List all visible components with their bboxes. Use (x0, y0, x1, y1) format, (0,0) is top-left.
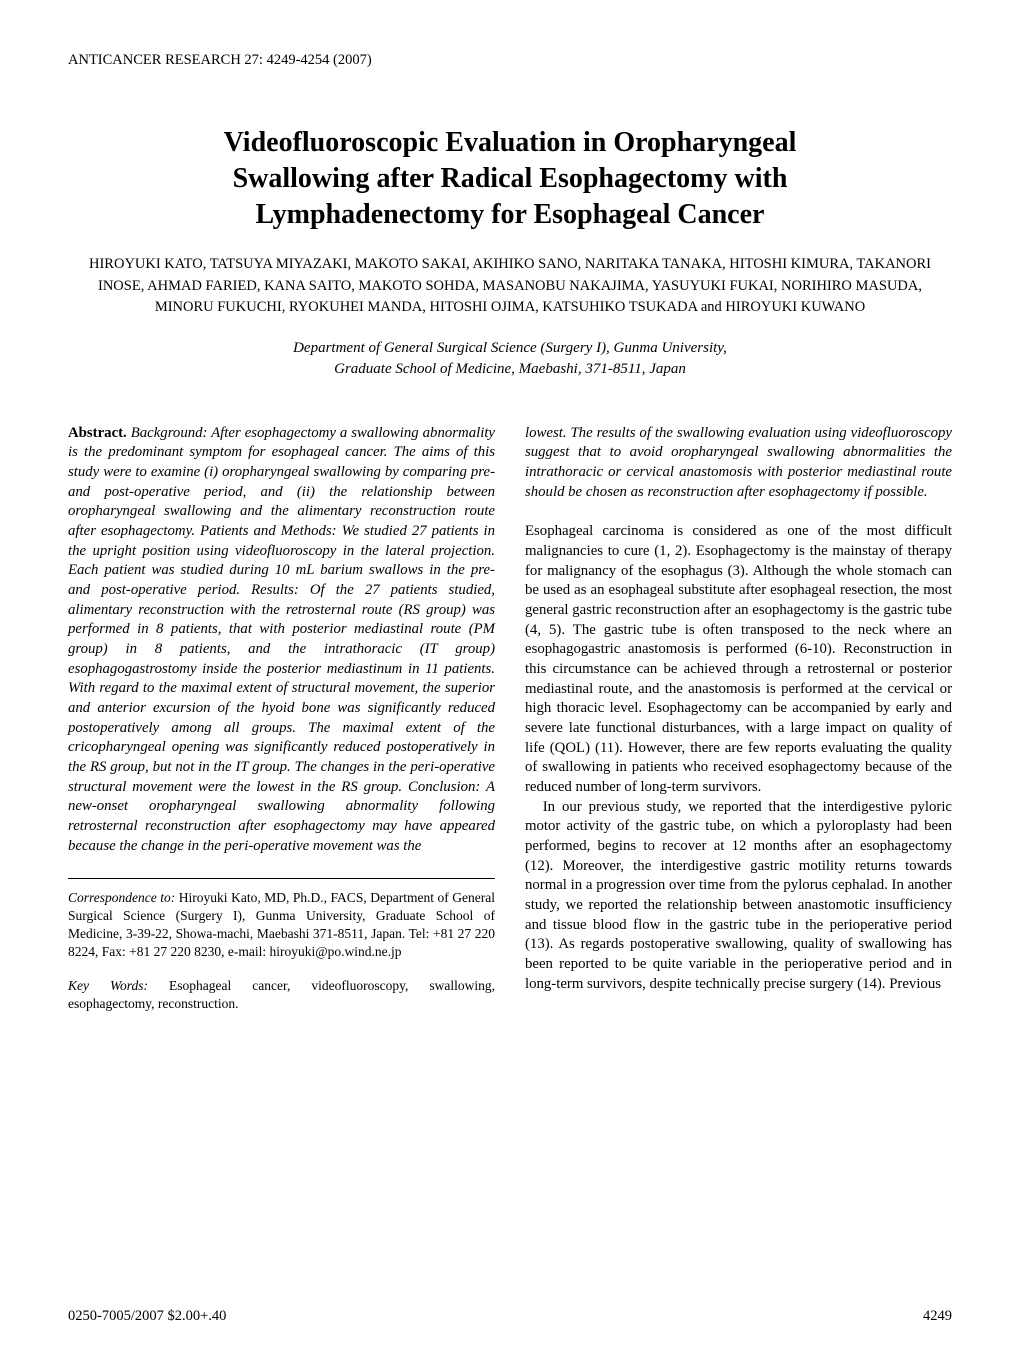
author-list: HIROYUKI KATO, TATSUYA MIYAZAKI, MAKOTO … (82, 254, 938, 317)
affiliation-line-2: Graduate School of Medicine, Maebashi, 3… (334, 361, 686, 377)
affiliation: Department of General Surgical Science (… (68, 338, 952, 380)
body-paragraph-1: Esophageal carcinoma is considered as on… (525, 522, 952, 797)
footnote-rule (68, 878, 495, 879)
spacer (525, 502, 952, 522)
left-column: Abstract. Background: After esophagectom… (68, 424, 495, 1014)
title-line-1: Videofluoroscopic Evaluation in Orophary… (224, 127, 797, 158)
running-head: ANTICANCER RESEARCH 27: 4249-4254 (2007) (68, 52, 952, 69)
body-paragraph-2: In our previous study, we reported that … (525, 798, 952, 995)
correspondence: Correspondence to: Hiroyuki Kato, MD, Ph… (68, 889, 495, 961)
abstract-text: Background: After esophagectomy a swallo… (68, 425, 495, 854)
right-column: lowest. The results of the swallowing ev… (525, 424, 952, 1014)
correspondence-label: Correspondence to: (68, 890, 175, 905)
title-line-3: Lymphadenectomy for Esophageal Cancer (256, 199, 765, 230)
body-text: Esophageal carcinoma is considered as on… (525, 522, 952, 994)
abstract-continued: lowest. The results of the swallowing ev… (525, 424, 952, 503)
footer-page-number: 4249 (923, 1308, 952, 1325)
footer-left: 0250-7005/2007 $2.00+.40 (68, 1308, 226, 1325)
keywords: Key Words: Esophageal cancer, videofluor… (68, 977, 495, 1013)
keywords-label: Key Words: (68, 978, 148, 993)
article-title: Videofluoroscopic Evaluation in Orophary… (98, 125, 922, 232)
abstract: Abstract. Background: After esophagectom… (68, 424, 495, 857)
two-column-body: Abstract. Background: After esophagectom… (68, 424, 952, 1014)
affiliation-line-1: Department of General Surgical Science (… (293, 340, 727, 356)
title-line-2: Swallowing after Radical Esophagectomy w… (233, 163, 788, 194)
page-footer: 0250-7005/2007 $2.00+.40 4249 (68, 1308, 952, 1325)
abstract-label: Abstract. (68, 425, 127, 441)
